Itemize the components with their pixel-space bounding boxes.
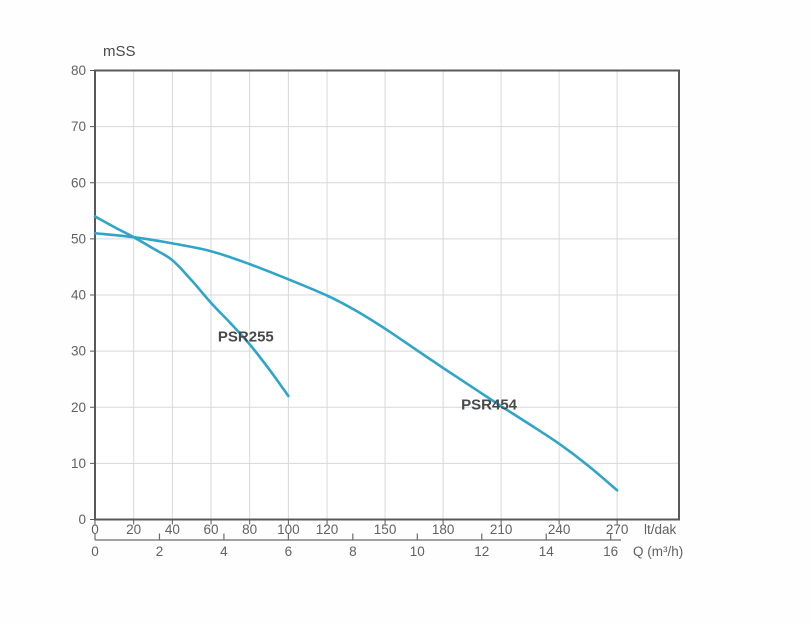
x2-axis-unit-label: Q (m³/h) xyxy=(633,544,683,559)
x-axis-ltdak: 0 20 40 60 80 100 120 150 180 210 240 270 lt/dak xyxy=(91,520,677,537)
pump-curves xyxy=(93,215,619,492)
x2-tick-label: 16 xyxy=(603,544,618,559)
y-tick-label: 10 xyxy=(71,456,86,471)
x-tick-label: 210 xyxy=(490,522,513,537)
x-tick-label: 120 xyxy=(316,522,339,537)
y-axis-title: mSS xyxy=(103,43,136,60)
x-tick-label: 240 xyxy=(548,522,571,537)
x2-tick-label: 6 xyxy=(285,544,293,559)
y-tick-label: 60 xyxy=(71,175,86,190)
x2-tick-label: 4 xyxy=(220,544,228,559)
x-tick-label: 60 xyxy=(204,522,219,537)
y-tick-label: 40 xyxy=(71,288,86,303)
y-tick-label: 20 xyxy=(71,400,86,415)
x-tick-label: 180 xyxy=(432,522,455,537)
gridlines xyxy=(95,70,679,520)
curve-label-psr255: PSR255 xyxy=(218,329,274,346)
x-tick-label: 0 xyxy=(91,522,99,537)
x-tick-label: 150 xyxy=(374,522,397,537)
x-tick-label: 20 xyxy=(126,522,141,537)
curve-psr255 xyxy=(93,215,290,398)
y-tick-label: 50 xyxy=(71,231,86,246)
y-tick-label: 80 xyxy=(71,63,86,78)
x-tick-label: 100 xyxy=(277,522,300,537)
y-axis: 0 10 20 30 40 50 60 70 80 xyxy=(71,63,95,527)
curve-label-psr454: PSR454 xyxy=(461,396,518,413)
curve-psr454 xyxy=(93,231,619,492)
y-tick-label: 0 xyxy=(78,512,86,527)
x2-tick-label: 12 xyxy=(474,544,489,559)
x-tick-label: 270 xyxy=(606,522,629,537)
x2-tick-label: 8 xyxy=(349,544,357,559)
x2-tick-label: 10 xyxy=(410,544,425,559)
x2-tick-label: 2 xyxy=(156,544,164,559)
x-tick-label: 40 xyxy=(165,522,180,537)
x-tick-label: 80 xyxy=(242,522,257,537)
y-tick-label: 30 xyxy=(71,344,86,359)
x2-tick-label: 14 xyxy=(539,544,555,559)
y-tick-label: 70 xyxy=(71,119,86,134)
x-axis-m3h: 0 2 4 6 8 10 12 14 16 Q (m³/h) xyxy=(91,533,683,559)
x2-tick-label: 0 xyxy=(91,544,99,559)
x-axis-unit-label: lt/dak xyxy=(644,522,677,537)
